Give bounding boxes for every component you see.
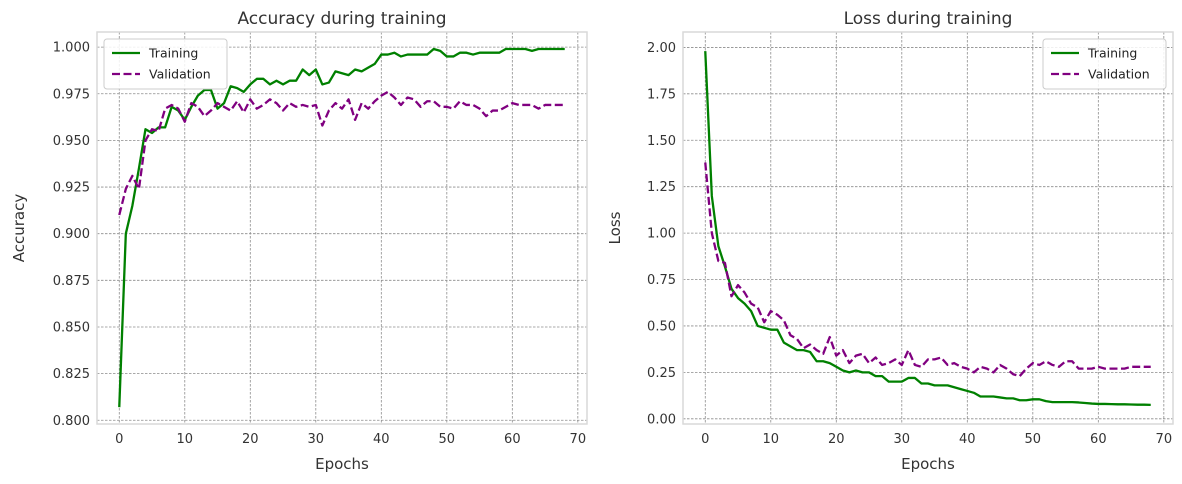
legend: Training Validation bbox=[1042, 38, 1167, 90]
legend-label-validation: Validation bbox=[149, 67, 211, 82]
y-tick-label: 0.800 bbox=[53, 414, 90, 429]
y-tick-label: 0.825 bbox=[53, 367, 90, 382]
series-line-training bbox=[704, 51, 1151, 407]
legend-box bbox=[1042, 38, 1167, 90]
legend-label-training: Training bbox=[148, 46, 198, 61]
x-tick-label: 40 bbox=[373, 432, 390, 447]
y-tick-label: 1.25 bbox=[647, 180, 676, 195]
y-tick-label: 1.000 bbox=[53, 41, 90, 56]
y-axis-label: Accuracy bbox=[10, 194, 28, 263]
plot-area bbox=[97, 32, 587, 424]
y-tick-label: 1.50 bbox=[647, 134, 676, 149]
chart-title: Loss during training bbox=[844, 9, 1013, 29]
series-line-validation bbox=[704, 162, 1151, 378]
x-tick-label: 10 bbox=[177, 432, 194, 447]
y-tick-label: 0.925 bbox=[53, 181, 90, 196]
y-tick-label: 0.950 bbox=[53, 134, 90, 149]
legend: Training Validation bbox=[103, 38, 228, 90]
x-axis-label: Epochs bbox=[315, 455, 369, 473]
legend-box bbox=[103, 38, 228, 90]
series-line-validation bbox=[118, 90, 565, 216]
y-tick-label: 0.850 bbox=[53, 320, 90, 335]
x-tick-label: 40 bbox=[959, 432, 976, 447]
x-tick-label: 50 bbox=[439, 432, 456, 447]
x-tick-label: 30 bbox=[894, 432, 911, 447]
x-axis-label: Epochs bbox=[901, 455, 955, 473]
plot-frame bbox=[682, 31, 1174, 425]
y-tick-label: 0.875 bbox=[53, 274, 90, 289]
x-tick-label: 50 bbox=[1025, 432, 1042, 447]
x-tick-label: 0 bbox=[115, 432, 123, 447]
chart-title: Accuracy during training bbox=[237, 9, 446, 29]
x-tick-label: 30 bbox=[308, 432, 325, 447]
plot-area bbox=[683, 32, 1173, 424]
y-tick-label: 0.900 bbox=[53, 227, 90, 242]
y-tick-label: 0.00 bbox=[647, 412, 676, 427]
y-tick-label: 2.00 bbox=[647, 41, 676, 56]
x-tick-label: 10 bbox=[763, 432, 780, 447]
y-tick-label: 0.75 bbox=[647, 273, 676, 288]
x-tick-label: 70 bbox=[570, 432, 587, 447]
y-tick-label: 1.00 bbox=[647, 227, 676, 242]
y-tick-label: 0.25 bbox=[647, 366, 676, 381]
x-tick-label: 70 bbox=[1156, 432, 1173, 447]
legend-label-validation: Validation bbox=[1088, 67, 1150, 82]
y-tick-label: 0.975 bbox=[53, 87, 90, 102]
loss-chart: 0 10 20 30 40 50 60 70 0.00 0.25 0.50 0.75 1.00 1.25 1… bbox=[606, 9, 1174, 473]
x-tick-label: 0 bbox=[701, 432, 709, 447]
legend-label-training: Training bbox=[1087, 46, 1137, 61]
y-tick-label: 1.75 bbox=[647, 87, 676, 102]
x-tick-label: 20 bbox=[828, 432, 845, 447]
y-axis-label: Loss bbox=[606, 211, 624, 244]
plot-frame bbox=[96, 31, 588, 425]
x-tick-label: 60 bbox=[504, 432, 521, 447]
accuracy-chart: 0 10 20 30 40 50 60 70 0.800 0.825 0.850 0.875 0.900… bbox=[10, 9, 588, 473]
x-tick-label: 60 bbox=[1090, 432, 1107, 447]
y-tick-label: 0.50 bbox=[647, 319, 676, 334]
x-tick-label: 20 bbox=[242, 432, 259, 447]
